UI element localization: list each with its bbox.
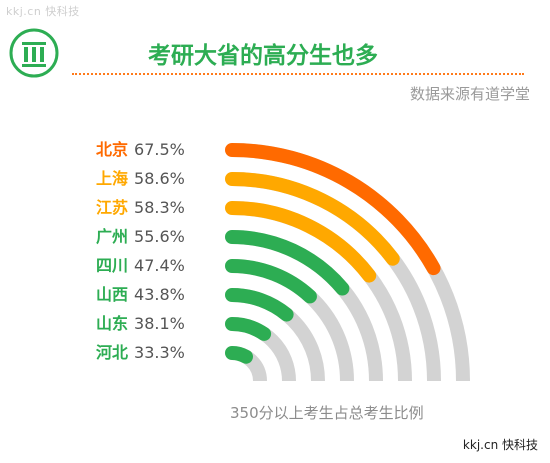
value-label: 43.8% bbox=[134, 285, 185, 304]
region-label: 北京 bbox=[96, 140, 129, 159]
row-label: 江苏 58.3% bbox=[96, 198, 185, 218]
data-source: 数据来源有道学堂 bbox=[409, 85, 530, 103]
arc-bar bbox=[225, 201, 377, 283]
row-label: 山西 43.8% bbox=[96, 285, 185, 305]
region-label: 河北 bbox=[96, 343, 129, 362]
row-label: 上海 58.6% bbox=[96, 169, 185, 189]
row-label: 四川 47.4% bbox=[96, 256, 185, 276]
title-divider bbox=[72, 73, 524, 75]
value-label: 55.6% bbox=[134, 227, 185, 246]
chart-title: 考研大省的高分生也多 bbox=[148, 43, 378, 69]
row-label: 广州 55.6% bbox=[96, 227, 185, 247]
pillar-logo-icon bbox=[9, 28, 59, 78]
row-label: 河北 33.3% bbox=[96, 343, 185, 363]
region-label: 山西 bbox=[96, 285, 129, 304]
region-label: 上海 bbox=[96, 169, 129, 188]
value-label: 67.5% bbox=[134, 140, 185, 159]
value-label: 38.1% bbox=[134, 314, 185, 333]
bottom-watermark: kkj.cn 快科技 bbox=[462, 438, 538, 452]
region-label: 山东 bbox=[96, 314, 129, 333]
arc-bar bbox=[225, 345, 253, 364]
value-label: 47.4% bbox=[134, 256, 185, 275]
axis-caption: 350分以上考生占总考生比例 bbox=[230, 404, 424, 422]
arc-bar bbox=[225, 317, 272, 341]
arc-bar bbox=[225, 230, 350, 296]
arc-bar bbox=[225, 172, 400, 266]
value-label: 33.3% bbox=[134, 343, 185, 362]
arc-bar bbox=[225, 259, 317, 304]
region-label: 四川 bbox=[96, 256, 129, 275]
region-label: 广州 bbox=[96, 227, 129, 246]
value-label: 58.3% bbox=[134, 198, 185, 217]
region-label: 江苏 bbox=[96, 198, 129, 217]
row-label: 北京 67.5% bbox=[96, 140, 185, 160]
arc-bar bbox=[225, 288, 294, 322]
top-watermark: kkj.cn 快科技 bbox=[6, 5, 80, 18]
row-label: 山东 38.1% bbox=[96, 314, 185, 334]
arc-bar bbox=[225, 143, 441, 276]
value-label: 58.6% bbox=[134, 169, 185, 188]
